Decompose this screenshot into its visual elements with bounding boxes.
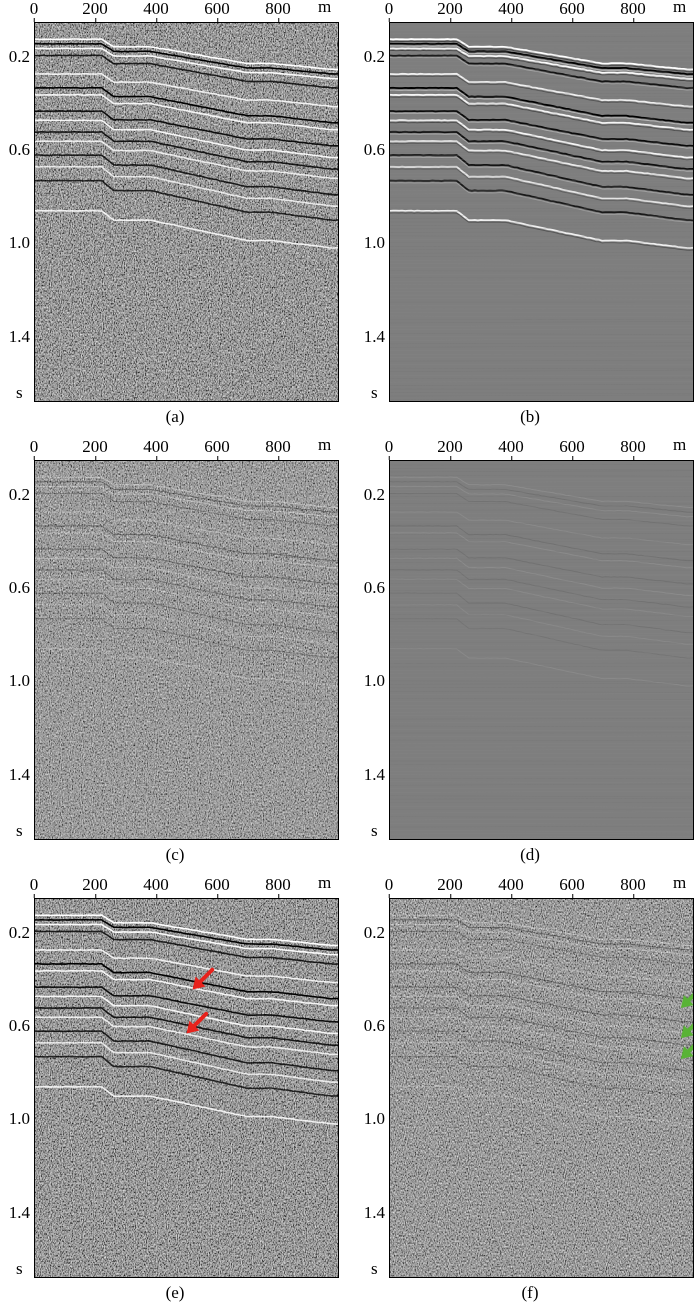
- x-tick-label: 600: [204, 438, 230, 456]
- y-tick-label: 0.2: [0, 486, 30, 504]
- x-tick-label: 600: [559, 876, 585, 894]
- seismic-section-f: [389, 898, 694, 1278]
- x-tick-label: 400: [143, 0, 169, 18]
- x-tick-label: 400: [143, 876, 169, 894]
- seismic-section-b: [389, 22, 694, 402]
- panel-caption: (d): [355, 846, 700, 864]
- panel-caption: (b): [355, 408, 700, 426]
- panel-c: 0 200 400 600 800 m 0.2 0.6 1.0 1.4 s (c): [0, 438, 350, 874]
- x-tick-label: 400: [143, 438, 169, 456]
- y-unit-label: s: [371, 1260, 378, 1278]
- x-tick-label: 0: [385, 0, 394, 18]
- x-tick-label: 600: [559, 0, 585, 18]
- panel-d: 0 200 400 600 800 m 0.2 0.6 1.0 1.4 s (d): [355, 438, 700, 874]
- y-tick-label: 1.4: [0, 1204, 30, 1222]
- x-unit-label: m: [318, 436, 331, 454]
- x-tick-label: 0: [30, 0, 39, 18]
- x-tick-label: 200: [437, 0, 463, 18]
- x-tick-label: 800: [620, 438, 646, 456]
- y-unit-label: s: [16, 822, 23, 840]
- y-tick-label: 0.6: [355, 579, 385, 597]
- panel-e: 0 200 400 600 800 m 0.2 0.6 1.0 1.4 s (e): [0, 876, 350, 1312]
- x-tick-label: 400: [498, 438, 524, 456]
- panel-caption: (c): [0, 846, 350, 864]
- panel-a: 0 200 400 600 800 m 0.2 0.6 1.0 1.4 s (a): [0, 0, 350, 436]
- x-tick-label: 200: [82, 438, 108, 456]
- x-tick-label: 200: [437, 438, 463, 456]
- panel-f: 0 200 400 600 800 m 0.2 0.6 1.0 1.4 s (f): [355, 876, 700, 1312]
- seismic-section-c: [34, 460, 339, 840]
- y-tick-label: 1.4: [0, 328, 30, 346]
- x-unit-label: m: [318, 0, 331, 16]
- y-tick-label: 0.2: [355, 486, 385, 504]
- x-tick-label: 400: [498, 876, 524, 894]
- x-tick-label: 0: [30, 438, 39, 456]
- seismic-section-a: [34, 22, 339, 402]
- x-tick-label: 600: [559, 438, 585, 456]
- y-tick-label: 1.0: [355, 234, 385, 252]
- y-unit-label: s: [371, 822, 378, 840]
- x-tick-label: 800: [265, 438, 291, 456]
- x-unit-label: m: [673, 0, 686, 16]
- x-tick-label: 800: [620, 0, 646, 18]
- x-unit-label: m: [673, 436, 686, 454]
- y-tick-label: 1.0: [355, 672, 385, 690]
- x-tick-label: 200: [82, 0, 108, 18]
- y-tick-label: 0.6: [0, 141, 30, 159]
- y-tick-label: 1.4: [355, 328, 385, 346]
- y-tick-label: 0.2: [355, 924, 385, 942]
- x-tick-label: 800: [265, 876, 291, 894]
- section-background: [35, 23, 338, 401]
- x-tick-label: 0: [30, 876, 39, 894]
- seismic-section-d: [389, 460, 694, 840]
- y-tick-label: 0.2: [0, 48, 30, 66]
- y-tick-label: 0.2: [0, 924, 30, 942]
- panel-caption: (f): [355, 1284, 700, 1302]
- x-tick-label: 0: [385, 876, 394, 894]
- y-tick-label: 0.6: [355, 141, 385, 159]
- x-tick-label: 200: [82, 876, 108, 894]
- y-tick-label: 1.0: [0, 1110, 30, 1128]
- x-tick-label: 600: [204, 0, 230, 18]
- y-tick-label: 0.6: [0, 579, 30, 597]
- y-tick-label: 1.0: [355, 1110, 385, 1128]
- x-unit-label: m: [318, 874, 331, 892]
- y-tick-label: 0.6: [355, 1017, 385, 1035]
- x-unit-label: m: [673, 874, 686, 892]
- y-tick-label: 0.6: [0, 1017, 30, 1035]
- panel-caption: (a): [0, 408, 350, 426]
- x-tick-label: 800: [620, 876, 646, 894]
- y-tick-label: 1.0: [0, 672, 30, 690]
- y-tick-label: 0.2: [355, 48, 385, 66]
- section-background: [390, 899, 693, 1277]
- x-tick-label: 800: [265, 0, 291, 18]
- x-tick-label: 200: [437, 876, 463, 894]
- y-unit-label: s: [371, 384, 378, 402]
- x-tick-label: 600: [204, 876, 230, 894]
- x-tick-label: 400: [498, 0, 524, 18]
- y-tick-label: 1.4: [355, 1204, 385, 1222]
- y-unit-label: s: [16, 384, 23, 402]
- y-tick-label: 1.4: [355, 766, 385, 784]
- seismic-section-e: [34, 898, 339, 1278]
- section-background: [35, 899, 338, 1277]
- section-background: [390, 23, 693, 401]
- y-tick-label: 1.0: [0, 234, 30, 252]
- x-tick-label: 0: [385, 438, 394, 456]
- y-tick-label: 1.4: [0, 766, 30, 784]
- panel-caption: (e): [0, 1284, 350, 1302]
- panel-b: 0 200 400 600 800 m 0.2 0.6 1.0 1.4 s (b): [355, 0, 700, 436]
- y-unit-label: s: [16, 1260, 23, 1278]
- section-background: [35, 461, 338, 839]
